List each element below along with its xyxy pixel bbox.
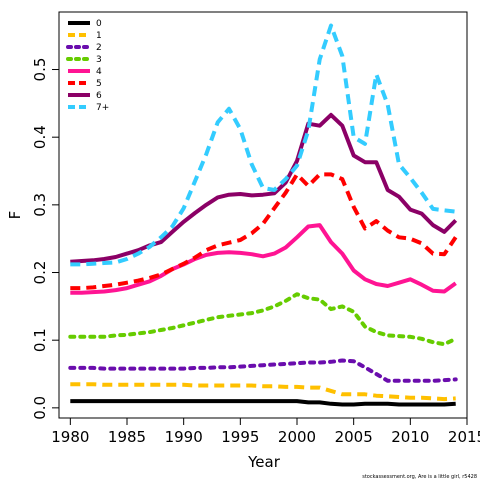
legend: 0 1 2 3 4 5 6 7+ xyxy=(66,19,109,113)
x-tick-label: 1995 xyxy=(221,428,259,446)
y-tick-label: 0.1 xyxy=(31,328,49,352)
y-tick-label: 0.4 xyxy=(31,125,49,149)
x-tick-label: 2010 xyxy=(391,428,429,446)
y-tick-label: 0.2 xyxy=(31,261,49,285)
legend-label-7plus: 7+ xyxy=(96,103,109,113)
x-tick-label: 1985 xyxy=(108,428,146,446)
x-tick-label: 2005 xyxy=(335,428,373,446)
series-line-5 xyxy=(70,172,458,291)
legend-label-1: 1 xyxy=(96,31,102,41)
footer-note: stockassessment.org, Are is a little gir… xyxy=(362,474,477,480)
y-axis-title: F xyxy=(6,211,24,220)
series-line-4 xyxy=(70,223,457,295)
legend-label-5: 5 xyxy=(96,79,102,89)
series-line-1 xyxy=(70,382,456,402)
x-tick-label: 1990 xyxy=(165,428,203,446)
series-lines xyxy=(68,23,458,407)
x-tick-label: 2015 xyxy=(448,428,480,446)
x-axis-title: Year xyxy=(247,453,281,471)
y-tick-label: 0.5 xyxy=(31,58,49,82)
series-line-6 xyxy=(70,112,458,264)
plot-frame xyxy=(58,11,468,419)
series-line-7plus xyxy=(70,23,456,267)
x-tick-label: 1980 xyxy=(51,428,89,446)
series-line-3 xyxy=(68,292,458,347)
legend-label-2: 2 xyxy=(96,43,102,53)
y-tick-label: 0.0 xyxy=(31,396,49,420)
legend-label-0: 0 xyxy=(96,19,102,29)
x-tick-label: 2000 xyxy=(278,428,316,446)
series-line-0 xyxy=(70,399,456,407)
legend-label-3: 3 xyxy=(96,55,102,65)
axes: 198019851990199520002005201020150.00.10.… xyxy=(31,11,480,446)
legend-label-6: 6 xyxy=(96,91,102,101)
series-line-2 xyxy=(68,358,458,383)
legend-label-4: 4 xyxy=(96,67,102,77)
y-tick-label: 0.3 xyxy=(31,193,49,217)
